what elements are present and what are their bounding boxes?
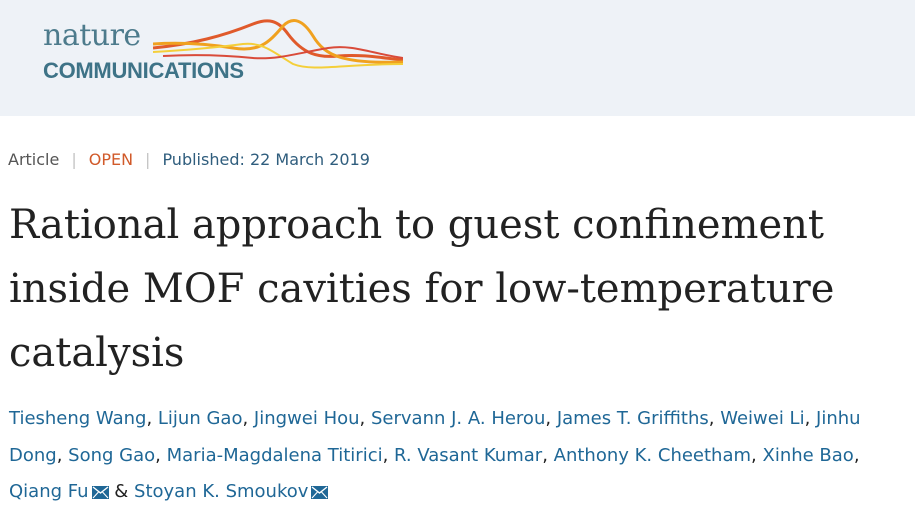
article-meta: Article | OPEN | Published: 22 March 2019: [8, 150, 370, 169]
author-list: Tiesheng Wang, Lijun Gao, Jingwei Hou, S…: [9, 401, 909, 513]
author-link[interactable]: Song Gao: [68, 444, 156, 466]
author-separator: &: [108, 481, 135, 502]
meta-divider: |: [145, 150, 151, 169]
author-link[interactable]: Maria-Magdalena Titirici: [166, 444, 383, 466]
author-separator: ,: [146, 408, 158, 429]
wave-logo-icon: [153, 19, 403, 69]
author-separator: ,: [242, 408, 254, 429]
meta-divider: |: [71, 150, 77, 169]
author-separator: ,: [359, 408, 371, 429]
journal-logo[interactable]: nature COMMUNICATIONS: [43, 14, 403, 86]
author-separator: ,: [545, 408, 557, 429]
article-type: Article: [8, 150, 60, 169]
author-separator: ,: [853, 444, 860, 466]
mail-icon[interactable]: [91, 476, 109, 513]
author-link[interactable]: Servann J. A. Herou: [371, 408, 546, 429]
logo-nature-text: nature: [43, 18, 141, 53]
author-separator: ,: [751, 444, 763, 466]
author-link[interactable]: Jingwei Hou: [253, 408, 360, 429]
author-link[interactable]: Tiesheng Wang: [9, 408, 147, 429]
author-separator: ,: [708, 408, 721, 429]
author-link[interactable]: Xinhe Bao: [762, 444, 854, 466]
author-separator: ,: [155, 444, 167, 466]
author-separator: ,: [542, 444, 554, 466]
article-title: Rational approach to guest confinement i…: [9, 202, 835, 376]
author-link[interactable]: Anthony K. Cheetham: [553, 444, 752, 466]
site-header: nature COMMUNICATIONS: [0, 0, 915, 116]
author-link[interactable]: Qiang Fu: [9, 481, 89, 502]
author-link[interactable]: James T. Griffiths: [556, 408, 709, 429]
author-link[interactable]: Jinhu Dong: [9, 408, 861, 466]
author-link[interactable]: Lijun Gao: [157, 408, 243, 429]
open-access-badge: OPEN: [88, 150, 134, 169]
author-separator: ,: [56, 444, 69, 466]
mail-icon[interactable]: [311, 476, 329, 513]
published-date: Published: 22 March 2019: [162, 150, 370, 169]
author-link[interactable]: Weiwei Li: [720, 408, 805, 429]
author-separator: ,: [804, 408, 817, 429]
logo-communications-text: COMMUNICATIONS: [43, 58, 244, 83]
author-separator: ,: [382, 444, 395, 466]
author-link[interactable]: Stoyan K. Smoukov: [134, 481, 309, 502]
author-link[interactable]: R. Vasant Kumar: [394, 444, 543, 466]
